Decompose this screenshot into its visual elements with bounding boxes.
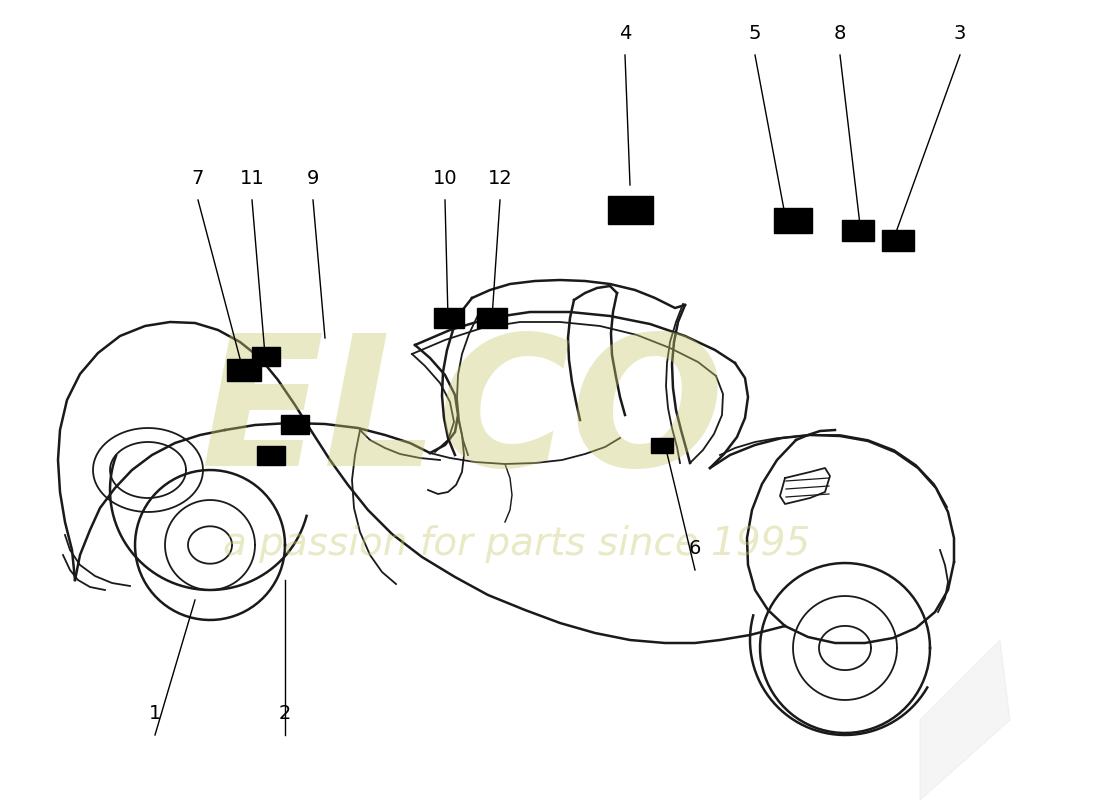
Polygon shape [607, 196, 652, 224]
Text: 4: 4 [619, 24, 631, 43]
Polygon shape [280, 414, 309, 434]
Polygon shape [252, 346, 280, 366]
Text: 2: 2 [278, 704, 292, 723]
Polygon shape [774, 207, 812, 233]
Text: 5: 5 [749, 24, 761, 43]
Polygon shape [920, 640, 1010, 800]
Text: 1: 1 [148, 704, 162, 723]
Text: 8: 8 [834, 24, 846, 43]
Text: 6: 6 [689, 539, 701, 558]
Polygon shape [434, 308, 464, 328]
Text: ELCO: ELCO [200, 328, 724, 504]
Polygon shape [651, 438, 673, 453]
Polygon shape [477, 308, 507, 328]
Text: 11: 11 [240, 169, 264, 188]
Polygon shape [842, 219, 874, 241]
Text: 9: 9 [307, 169, 319, 188]
Polygon shape [882, 230, 914, 250]
Text: a passion for parts since 1995: a passion for parts since 1995 [223, 525, 811, 563]
Polygon shape [227, 359, 261, 381]
Polygon shape [257, 446, 285, 465]
Text: 3: 3 [954, 24, 966, 43]
Text: 7: 7 [191, 169, 205, 188]
Text: 10: 10 [432, 169, 458, 188]
Text: 12: 12 [487, 169, 513, 188]
